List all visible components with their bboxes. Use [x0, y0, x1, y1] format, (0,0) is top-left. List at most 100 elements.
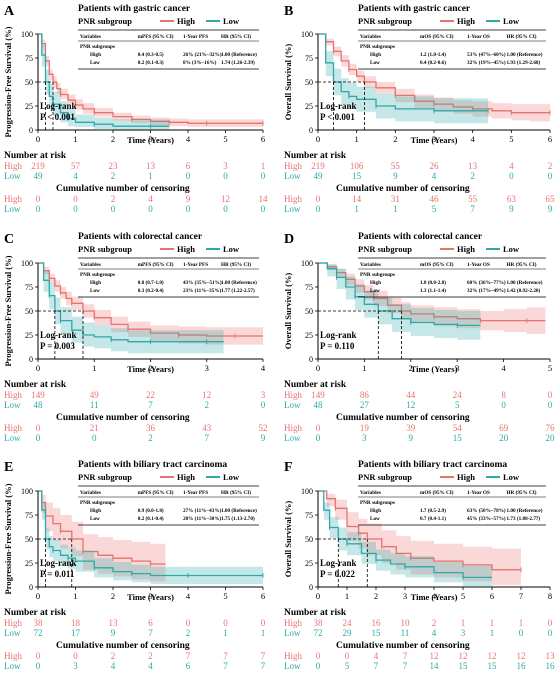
- table-cell: Low: [90, 516, 100, 522]
- censor-high-value: 0: [345, 651, 350, 661]
- risk-low-value: 1: [223, 628, 228, 638]
- x-axis-label: Time (Years): [127, 364, 174, 374]
- table-header: 1-Year PFS: [183, 34, 208, 40]
- risk-high-value: 0: [223, 618, 228, 628]
- risk-high-value: 24: [453, 390, 463, 400]
- y-tick-label: 100: [21, 259, 33, 268]
- table-cell: 1.00 (Reference): [507, 51, 543, 58]
- x-axis-label: Time (Years): [411, 364, 458, 374]
- risk-low-value: 0: [261, 400, 266, 410]
- censor-low-value: 0: [36, 204, 41, 214]
- table-cell: 1.74 (1.26-2.39): [221, 59, 255, 66]
- x-tick-label: 3: [432, 134, 436, 144]
- logrank-label: Log-rank: [40, 101, 77, 111]
- legend-label-high: High: [457, 16, 475, 26]
- legend-label-high: High: [177, 244, 195, 254]
- y-tick-label: 100: [301, 30, 313, 39]
- censor-low-value: 3: [362, 433, 367, 443]
- table-cell: Low: [90, 60, 100, 66]
- x-axis-label: Time (Years): [127, 135, 174, 145]
- risk-high-label: High: [4, 618, 23, 628]
- table-cell: 43% (35%~51%): [183, 279, 222, 286]
- risk-low-value: 0: [548, 628, 553, 638]
- risk-high-value: 10: [401, 618, 411, 628]
- censor-high-value: 19: [360, 423, 370, 433]
- risk-table-title: Number at risk: [4, 151, 67, 161]
- panel-B: B Patients with gastric cancer PNR subgrou…: [283, 4, 555, 214]
- censor-high-value: 36: [146, 423, 156, 433]
- censor-high-value: 54: [453, 423, 463, 433]
- censor-high-value: 7: [261, 651, 266, 661]
- y-tick-label: 100: [301, 259, 313, 268]
- panel-letter: A: [4, 4, 15, 19]
- risk-high-value: 18: [71, 618, 81, 628]
- risk-table-title: Number at risk: [4, 380, 67, 390]
- table-cell: 1.77 (1.22-2.57): [221, 287, 255, 294]
- censor-low-value: 0: [36, 433, 41, 443]
- x-tick-label: 5: [548, 363, 552, 373]
- risk-low-value: 0: [223, 171, 228, 181]
- table-cell: Low: [370, 288, 380, 294]
- table-group-label: PNR subgroups: [80, 500, 115, 506]
- table-cell: 1.2 (1.0-1.4): [420, 51, 446, 58]
- y-tick-label: 50: [305, 78, 313, 87]
- risk-high-value: 1: [490, 618, 495, 628]
- risk-low-value: 9: [111, 628, 116, 638]
- x-tick-label: 5: [509, 134, 513, 144]
- x-tick-label: 5: [461, 591, 465, 601]
- x-axis-label: Time (Years): [127, 592, 174, 602]
- y-tick-label: 25: [25, 102, 33, 111]
- censor-high-value: 0: [36, 423, 41, 433]
- ci-band-high: [38, 491, 166, 582]
- risk-low-value: 11: [90, 400, 99, 410]
- censor-high-value: 12: [459, 651, 468, 661]
- table-header: 1-Year OS: [467, 262, 490, 268]
- risk-high-value: 55: [391, 161, 401, 171]
- censor-low-value: 2: [148, 433, 153, 443]
- risk-high-value: 6: [186, 161, 191, 171]
- table-header: 1-Year OS: [467, 490, 490, 496]
- censor-low-value: 0: [92, 433, 97, 443]
- censor-table-title: Cumulative number of censoring: [56, 184, 190, 194]
- censor-high-value: 0: [316, 651, 321, 661]
- y-tick-label: 0: [309, 355, 313, 364]
- censor-low-label: Low: [4, 433, 21, 443]
- panel-A: A Patients with gastric cancer PNR subgrou…: [3, 4, 268, 214]
- logrank-p: P = 0.011: [40, 569, 75, 579]
- risk-high-value: 13: [468, 161, 478, 171]
- y-tick-label: 75: [305, 54, 313, 63]
- censor-low-label: Low: [284, 204, 301, 214]
- censor-high-value: 12: [488, 651, 497, 661]
- km-curve-high: [318, 33, 550, 114]
- censor-low-value: 20: [546, 433, 556, 443]
- table-cell: 0.3 (0.2-0.4): [138, 287, 164, 294]
- risk-low-value: 0: [548, 171, 553, 181]
- table-cell: 0.4 (0.3-0.5): [138, 51, 164, 58]
- x-tick-label: 4: [186, 134, 191, 144]
- legend-label-low: Low: [503, 16, 520, 26]
- ci-band-high: [38, 34, 263, 128]
- x-tick-label: 0: [316, 363, 320, 373]
- risk-high-label: High: [284, 161, 303, 171]
- y-tick-label: 0: [29, 583, 33, 592]
- y-tick-label: 25: [25, 559, 33, 568]
- risk-low-value: 48: [314, 400, 324, 410]
- ci-band-low: [318, 491, 492, 586]
- x-tick-label: 0: [36, 134, 40, 144]
- x-tick-label: 2: [374, 591, 378, 601]
- censor-low-value: 9: [509, 204, 514, 214]
- x-axis-label: Time (Years): [411, 135, 458, 145]
- risk-high-value: 219: [31, 161, 45, 171]
- risk-low-value: 2: [186, 628, 191, 638]
- table-cell: 0.8 (0.7-1.0): [138, 279, 164, 286]
- censor-low-label: Low: [284, 433, 301, 443]
- x-tick-label: 1: [73, 591, 77, 601]
- logrank-p: P = 0.110: [320, 341, 355, 351]
- table-cell: High: [90, 508, 101, 514]
- censor-low-value: 15: [459, 661, 469, 671]
- table-cell: Low: [370, 516, 380, 522]
- censor-table-title: Cumulative number of censoring: [336, 184, 470, 194]
- censor-high-label: High: [4, 423, 23, 433]
- table-header: Variables: [360, 34, 381, 40]
- censor-table-title: Cumulative number of censoring: [336, 641, 470, 651]
